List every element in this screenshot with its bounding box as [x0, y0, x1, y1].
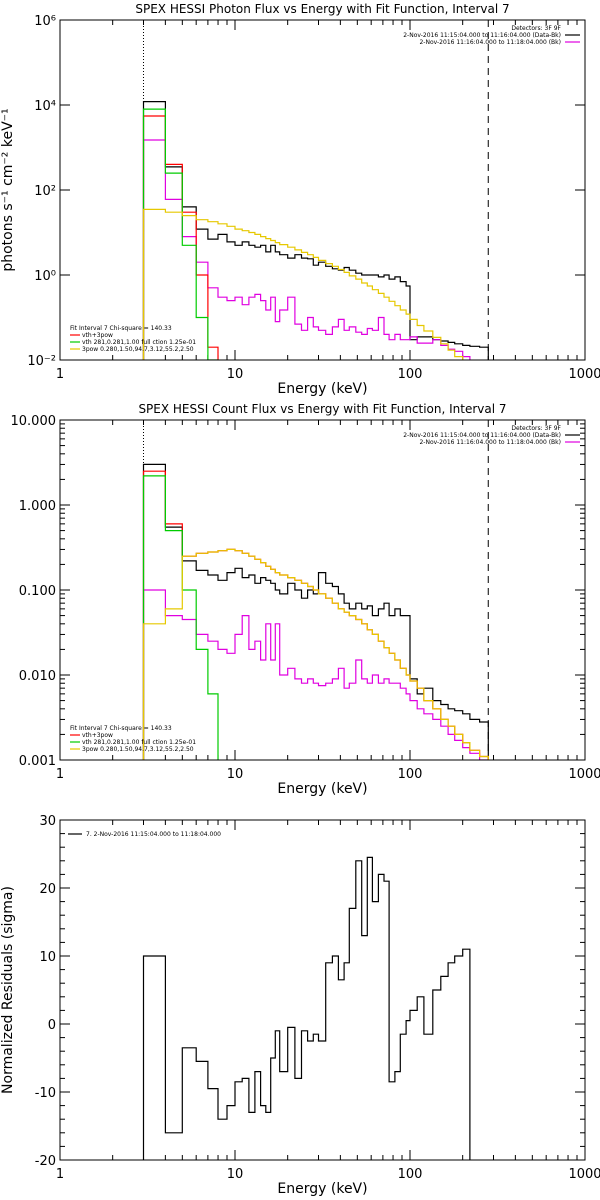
- x-tick-label: 100: [398, 767, 423, 782]
- y-tick-label: 10: [39, 950, 56, 965]
- plot-frame: [59, 19, 586, 361]
- y-tick-label: 0.010: [19, 669, 56, 684]
- x-tick-label: 10: [227, 1167, 244, 1182]
- series-vth-3pow: [142, 470, 489, 760]
- chart-panel-2: SPEX HESSI Count Flux vs Energy with Fit…: [11, 402, 600, 797]
- legend-text: vth+3pow: [82, 332, 113, 339]
- y-tick-label: 10⁰: [34, 269, 56, 284]
- x-tick-label: 100: [398, 367, 423, 382]
- legend-text: vth+3pow: [82, 732, 113, 739]
- legend-text: vth 281,0.281,1.00 full ction 1.25e-01: [82, 739, 196, 746]
- x-tick-label: 1: [56, 767, 64, 782]
- series-vth: [142, 108, 219, 360]
- x-tick-label: 10: [227, 367, 244, 382]
- series-vth: [142, 475, 219, 760]
- legend-text: 2-Nov-2016 11:16:04.000 to 11:18:04.000 …: [419, 39, 561, 46]
- legend-text: 2-Nov-2016 11:16:04.000 to 11:18:04.000 …: [419, 439, 561, 446]
- chart-title: SPEX HESSI Photon Flux vs Energy with Fi…: [135, 2, 509, 16]
- legend-text: 7. 2-Nov-2016 11:15:04.000 to 11:18:04.0…: [86, 831, 221, 838]
- y-tick-label: 10⁶: [34, 14, 56, 29]
- y-tick-label: 30: [39, 814, 56, 829]
- x-tick-label: 100: [398, 1167, 423, 1182]
- y-tick-label: 1.000: [19, 499, 56, 514]
- y-tick-label: 20: [39, 882, 56, 897]
- y-tick-label: 10.000: [11, 414, 57, 429]
- chart-panel-3: 1 10 100 1000 Energy (keV) -20 -10 0 10 20 30 Norma…: [0, 814, 600, 1197]
- legend-text: 2-Nov-2016 11:15:04.000 to 11:16:04.000 …: [403, 32, 561, 39]
- y-tick-label: 10⁻²: [27, 354, 56, 369]
- x-axis-label: Energy (keV): [277, 781, 367, 797]
- y-tick-label: -10: [35, 1086, 56, 1101]
- y-tick-label: 0.001: [19, 754, 56, 769]
- x-axis-label: Energy (keV): [277, 381, 367, 397]
- y-tick-label: 0.100: [19, 584, 56, 599]
- x-tick-label: 1: [56, 1167, 64, 1182]
- series-3pow: [142, 208, 464, 360]
- legend-text: 3pow 0.280,1.50,94.7,3.12,55.2,2.50: [82, 346, 194, 353]
- legend-text: Fit Interval 7 Chi-square = 140.33: [70, 325, 172, 332]
- series-vth-3pow: [142, 115, 219, 360]
- x-tick-label: 1000: [568, 767, 600, 782]
- y-tick-label: -20: [35, 1154, 56, 1169]
- plot-frame: [59, 419, 586, 761]
- series-data-bk: [142, 463, 489, 760]
- y-tick-label: 10⁴: [34, 99, 56, 114]
- legend-text: Detectors: 3F 9F: [511, 425, 561, 432]
- chart-panel-1: SPEX HESSI Photon Flux vs Energy with Fi…: [0, 2, 600, 397]
- y-tick-label: 10²: [34, 184, 56, 199]
- legend-text: vth 281,0.281,1.00 full ction 1.25e-01: [82, 339, 196, 346]
- series-data-bk: [142, 101, 489, 360]
- chart-title: SPEX HESSI Count Flux vs Energy with Fit…: [138, 402, 506, 416]
- legend-text: 2-Nov-2016 11:15:04.000 to 11:16:04.000 …: [403, 432, 561, 439]
- series-bk: [142, 139, 471, 360]
- series-bk: [142, 589, 489, 760]
- series-3pow: [142, 548, 489, 760]
- x-tick-label: 1000: [568, 367, 600, 382]
- x-axis-label: Energy (keV): [277, 1181, 367, 1197]
- legend-text: Fit Interval 7 Chi-square = 140.33: [70, 725, 172, 732]
- x-tick-label: 10: [227, 767, 244, 782]
- x-tick-label: 1000: [568, 1167, 600, 1182]
- y-axis-label: photons s⁻¹ cm⁻² keV⁻¹: [0, 108, 16, 271]
- plot-frame: [59, 819, 586, 1161]
- y-axis-label: Normalized Residuals (sigma): [0, 886, 16, 1094]
- legend-text: Detectors: 3F 9F: [511, 25, 561, 32]
- series-residuals: [142, 856, 471, 1160]
- legend-text: 3pow 0.280,1.50,94.7,3.12,55.2,2.50: [82, 746, 194, 753]
- x-tick-label: 1: [56, 367, 64, 382]
- y-tick-label: 0: [48, 1018, 56, 1033]
